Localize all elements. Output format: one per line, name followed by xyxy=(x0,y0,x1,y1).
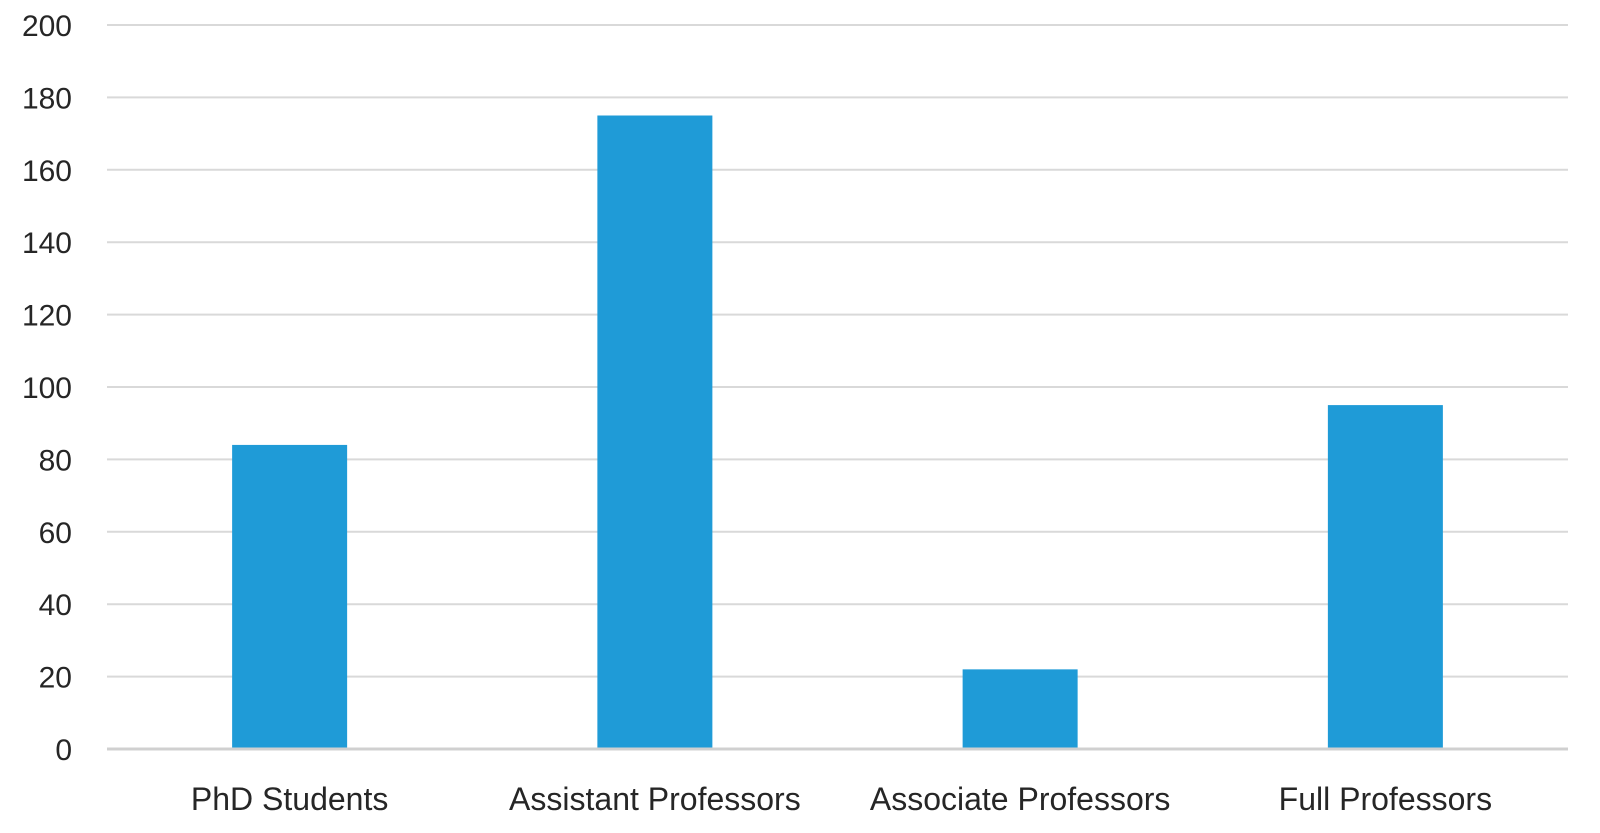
bar-full-professors xyxy=(1327,405,1443,748)
y-tick-label: 80 xyxy=(39,444,72,477)
y-tick-label: 60 xyxy=(39,517,72,550)
x-category-label: Assistant Professors xyxy=(509,781,801,817)
x-category-label: Full Professors xyxy=(1279,781,1492,817)
y-tick-label: 160 xyxy=(22,155,72,188)
bar-assistant-professors xyxy=(597,115,713,748)
y-tick-label: 40 xyxy=(39,589,72,622)
bars xyxy=(232,115,1443,748)
y-tick-label: 20 xyxy=(39,662,72,695)
x-category-label: PhD Students xyxy=(191,781,388,817)
y-axis-tick-labels: 0 20 40 60 80 100 120 140 160 180 200 xyxy=(22,10,72,767)
y-tick-label: 180 xyxy=(22,82,72,115)
gridlines xyxy=(107,24,1568,751)
y-tick-label: 100 xyxy=(22,372,72,405)
x-axis-category-labels: PhD Students Assistant Professors Associat… xyxy=(191,781,1492,817)
x-category-label: Associate Professors xyxy=(870,781,1171,817)
bar-phd-students xyxy=(232,444,348,748)
y-tick-label: 120 xyxy=(22,300,72,333)
y-tick-label: 200 xyxy=(22,10,72,43)
y-tick-label: 0 xyxy=(55,734,72,767)
bar-associate-professors xyxy=(962,669,1078,748)
y-tick-label: 140 xyxy=(22,227,72,260)
